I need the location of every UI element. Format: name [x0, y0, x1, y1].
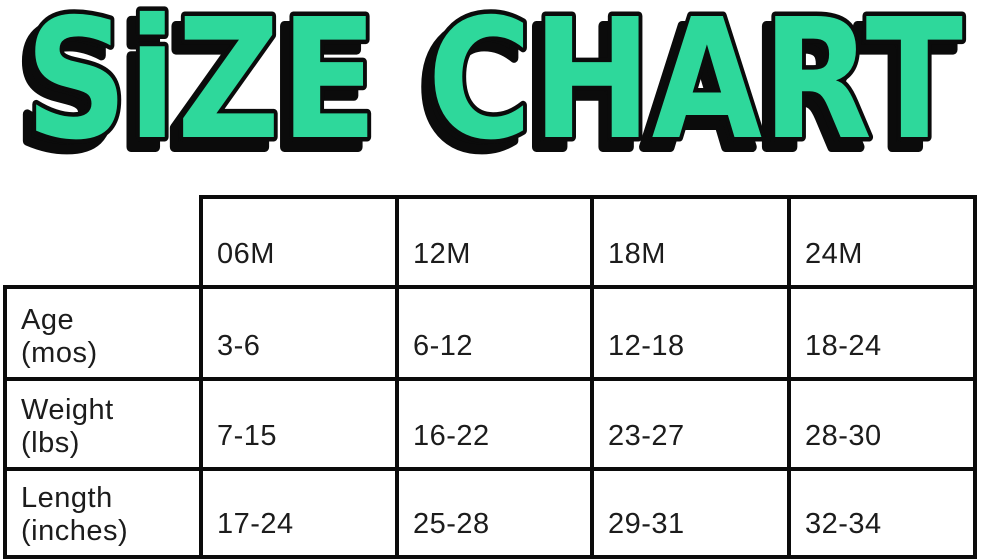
row-header-weight: Weight (lbs)	[3, 377, 203, 471]
size-value-cell: 25-28	[395, 467, 594, 559]
column-header-18m: 18M	[590, 195, 791, 289]
table-row-weight: Weight (lbs) 7-15 16-22 23-27 28-30	[3, 377, 977, 471]
size-value-cell: 7-15	[199, 377, 399, 471]
size-value-cell: 18-24	[787, 285, 977, 381]
table-row-length: Length (inches) 17-24 25-28 29-31 32-34	[3, 467, 977, 559]
size-value-cell: 32-34	[787, 467, 977, 559]
size-value-cell: 16-22	[395, 377, 594, 471]
size-chart-table: 06M 12M 18M 24M Age (mos) 3-6 6-12 12-18…	[3, 195, 977, 559]
size-value-cell: 12-18	[590, 285, 791, 381]
row-header-age: Age (mos)	[3, 285, 203, 381]
column-header-12m: 12M	[395, 195, 594, 289]
title-shadow-text: SiZE CHART	[16, 0, 954, 172]
size-value-cell: 28-30	[787, 377, 977, 471]
title-text: SiZE CHART	[25, 0, 963, 172]
blank-corner-cell	[5, 197, 201, 287]
table-row-age: Age (mos) 3-6 6-12 12-18 18-24	[3, 285, 977, 381]
size-value-cell: 17-24	[199, 467, 399, 559]
column-header-24m: 24M	[787, 195, 977, 289]
size-chart-title: SiZE CHART SiZE CHART	[11, 0, 968, 172]
row-header-length: Length (inches)	[3, 467, 203, 559]
size-value-cell: 23-27	[590, 377, 791, 471]
header-row: 06M 12M 18M 24M	[5, 195, 977, 289]
size-value-cell: 29-31	[590, 467, 791, 559]
size-value-cell: 3-6	[199, 285, 399, 381]
size-value-cell: 6-12	[395, 285, 594, 381]
column-header-06m: 06M	[199, 195, 399, 289]
